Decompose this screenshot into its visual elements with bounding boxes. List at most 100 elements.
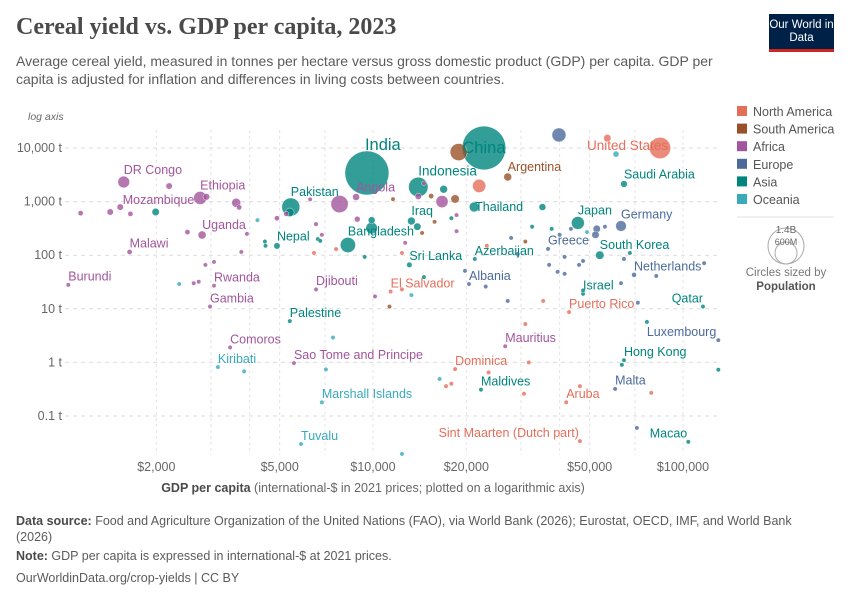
data-point xyxy=(330,195,349,213)
point-label: Saudi Arabia xyxy=(624,168,695,182)
data-point xyxy=(620,180,628,188)
data-point xyxy=(562,271,567,277)
legend-swatch xyxy=(737,158,747,169)
data-point xyxy=(340,237,356,253)
data-point xyxy=(413,222,422,231)
data-point xyxy=(283,211,290,217)
data-point xyxy=(529,224,535,230)
data-point xyxy=(563,399,569,405)
data-point xyxy=(352,193,360,201)
x-axis-label: GDP per capita (international-$ in 2021 … xyxy=(161,481,585,495)
data-point xyxy=(117,175,130,189)
point-label: Sri Lanka xyxy=(409,249,462,263)
data-point xyxy=(615,220,627,232)
point-label: Luxembourg xyxy=(647,325,717,339)
data-point xyxy=(330,335,336,341)
data-point xyxy=(522,321,528,327)
data-point xyxy=(399,250,405,256)
data-point xyxy=(406,261,413,268)
point-label: Indonesia xyxy=(418,163,477,178)
y-tick-label: 1 t xyxy=(48,355,62,369)
data-point xyxy=(215,364,221,370)
data-point xyxy=(635,300,641,306)
legend-label: Africa xyxy=(753,140,785,154)
data-point xyxy=(577,438,583,444)
data-point xyxy=(435,195,449,208)
data-point xyxy=(521,391,527,397)
owid-logo[interactable]: Our World in Data xyxy=(769,14,834,52)
data-point xyxy=(595,250,605,260)
data-point xyxy=(568,226,574,232)
x-tick-label: $2,000 xyxy=(137,460,175,474)
note-text: GDP per capita is expressed in internati… xyxy=(47,549,392,563)
data-point xyxy=(571,216,585,230)
data-point xyxy=(176,281,182,287)
data-point xyxy=(311,250,317,256)
data-point xyxy=(715,367,721,373)
point-label: El Salvador xyxy=(391,276,455,290)
point-label: Djibouti xyxy=(316,274,358,288)
point-label: United States xyxy=(587,138,668,153)
legend-label: Oceania xyxy=(753,193,800,207)
data-point xyxy=(627,250,633,256)
data-point xyxy=(619,362,625,368)
data-point xyxy=(313,221,319,227)
data-point xyxy=(319,399,325,405)
data-point xyxy=(448,381,454,387)
note-label: Note: xyxy=(16,549,48,563)
data-point xyxy=(116,203,124,211)
point-label: Burundi xyxy=(68,270,111,284)
data-point xyxy=(549,226,555,232)
data-point xyxy=(362,254,368,260)
point-label: India xyxy=(365,136,402,154)
data-point xyxy=(551,127,567,143)
data-point xyxy=(454,212,459,218)
legend-label: South America xyxy=(753,123,834,137)
point-label: DR Congo xyxy=(124,163,182,177)
data-point xyxy=(700,304,706,309)
data-point xyxy=(612,386,618,392)
data-point xyxy=(483,284,489,289)
data-point xyxy=(631,272,637,278)
size-legend-small-label: 600M xyxy=(775,237,798,247)
data-point xyxy=(402,240,408,246)
point-label: Maldives xyxy=(481,374,530,388)
point-label: South Korea xyxy=(600,238,670,252)
data-point xyxy=(484,243,490,249)
data-point xyxy=(262,239,268,244)
data-point xyxy=(591,230,600,239)
point-label: Gambia xyxy=(210,291,254,305)
source-url[interactable]: OurWorldinData.org/crop-yields | CC BY xyxy=(16,571,240,585)
data-point xyxy=(546,262,552,268)
point-label: Kiribati xyxy=(218,352,256,366)
size-legend-large-label: 1.4B xyxy=(776,225,797,236)
data-source: Data source: Food and Agriculture Organi… xyxy=(16,513,816,545)
y-tick-label: 100 t xyxy=(34,248,62,262)
data-point xyxy=(165,182,173,190)
point-label: Azerbaijan xyxy=(475,244,534,258)
data-point xyxy=(274,215,280,222)
data-point xyxy=(126,249,133,255)
point-label: Ethiopia xyxy=(200,178,245,192)
data-point xyxy=(472,179,486,193)
legend-label: Europe xyxy=(753,158,793,172)
data-point xyxy=(291,360,297,366)
data-point xyxy=(241,368,247,374)
data-point xyxy=(576,262,582,268)
point-label: Mozambique xyxy=(123,193,195,207)
data-point xyxy=(298,441,304,447)
data-point xyxy=(437,376,443,382)
point-label: Sao Tome and Principe xyxy=(294,348,423,362)
data-source-label: Data source: xyxy=(16,514,92,528)
point-label: Mauritius xyxy=(505,331,556,345)
point-label: Malawi xyxy=(130,236,169,250)
data-point xyxy=(419,230,425,236)
data-point xyxy=(508,235,514,241)
point-label: Aruba xyxy=(566,387,599,401)
size-legend-small-circle xyxy=(774,241,798,265)
legend-label: North America xyxy=(753,105,832,119)
data-point xyxy=(478,387,484,393)
data-point xyxy=(621,357,627,363)
data-point xyxy=(462,268,468,274)
